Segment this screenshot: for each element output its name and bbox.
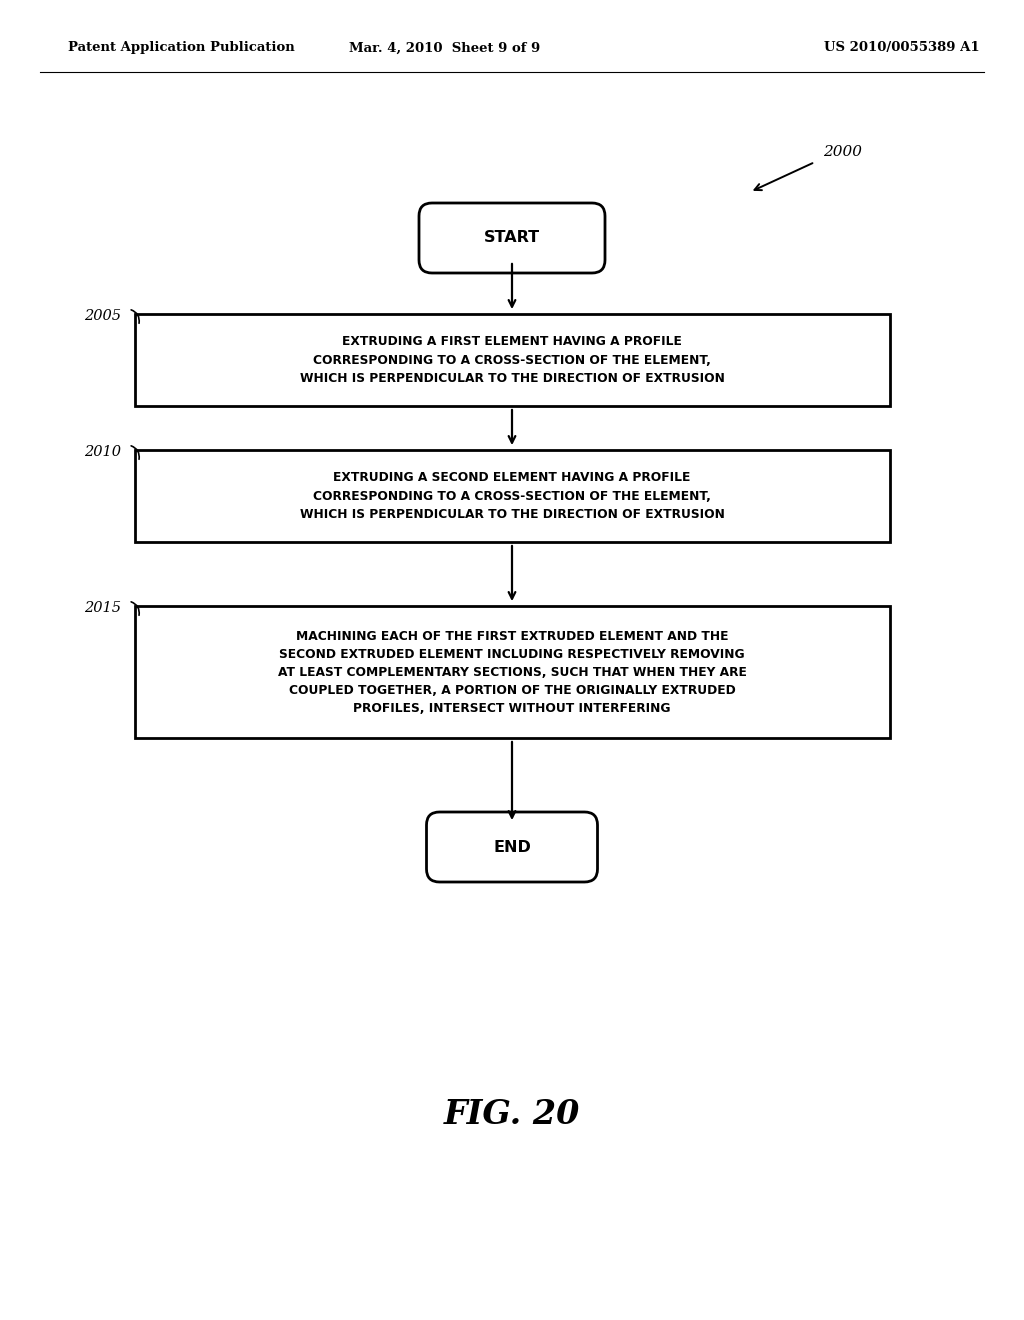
FancyBboxPatch shape — [134, 314, 890, 407]
Text: Patent Application Publication: Patent Application Publication — [68, 41, 295, 54]
Text: 2010: 2010 — [85, 445, 122, 459]
Text: END: END — [494, 840, 530, 854]
Text: Mar. 4, 2010  Sheet 9 of 9: Mar. 4, 2010 Sheet 9 of 9 — [349, 41, 541, 54]
Text: 2000: 2000 — [823, 145, 862, 158]
Text: EXTRUDING A SECOND ELEMENT HAVING A PROFILE
CORRESPONDING TO A CROSS-SECTION OF : EXTRUDING A SECOND ELEMENT HAVING A PROF… — [300, 471, 724, 521]
Text: MACHINING EACH OF THE FIRST EXTRUDED ELEMENT AND THE
SECOND EXTRUDED ELEMENT INC: MACHINING EACH OF THE FIRST EXTRUDED ELE… — [278, 630, 746, 714]
Text: EXTRUDING A FIRST ELEMENT HAVING A PROFILE
CORRESPONDING TO A CROSS-SECTION OF T: EXTRUDING A FIRST ELEMENT HAVING A PROFI… — [300, 335, 724, 385]
FancyBboxPatch shape — [134, 450, 890, 543]
FancyBboxPatch shape — [427, 812, 597, 882]
FancyBboxPatch shape — [419, 203, 605, 273]
Text: START: START — [484, 231, 540, 246]
Text: FIG. 20: FIG. 20 — [443, 1098, 581, 1131]
Text: 2005: 2005 — [85, 309, 122, 323]
Text: 2015: 2015 — [85, 601, 122, 615]
Text: US 2010/0055389 A1: US 2010/0055389 A1 — [824, 41, 980, 54]
FancyBboxPatch shape — [134, 606, 890, 738]
